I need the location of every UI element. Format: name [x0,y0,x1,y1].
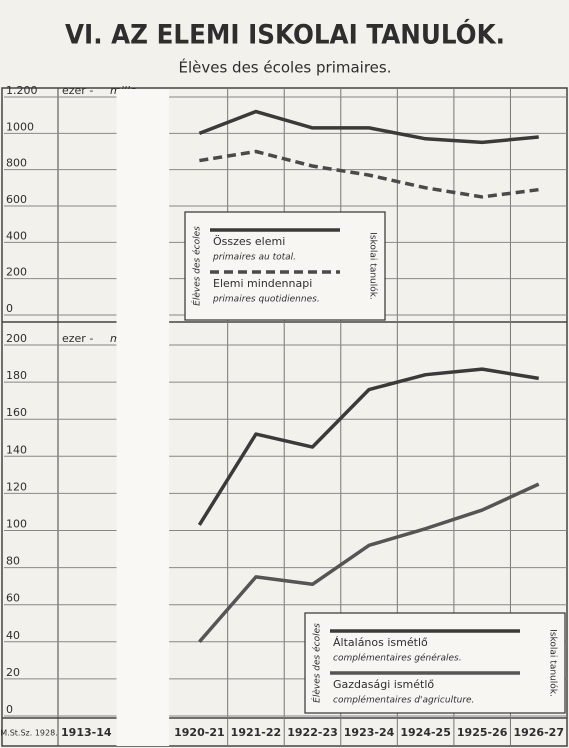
y-axis-label: ezer - [62,84,93,97]
series-line [198,482,540,643]
legend-side-label: Élèves des écoles [191,226,203,306]
x-tick-label: 1924-25 [400,726,451,739]
y-axis-label: ezer - [62,332,93,345]
x-tick-label: 1920-21 [174,726,225,739]
y-tick-label: 40 [6,629,20,642]
legend-label: Általános ismétlő [333,636,428,649]
legend-side-label: Iskolai tanulók. [548,629,559,697]
legend-label: Összes elemi [213,235,285,248]
series-line [198,109,539,145]
chart-subtitle: Élèves des écoles primaires. [178,58,391,77]
series-line [199,149,539,199]
x-tick-label: 1925-26 [457,726,508,739]
y-tick-label: 800 [6,157,27,170]
legend-label: Elemi mindennapi [213,277,312,290]
x-tick-label: 1926-27 [513,726,564,739]
legend-label-fr: complémentaires générales. [333,653,462,664]
x-tick-label: 1913-14 [61,726,112,739]
y-tick-label: 140 [6,443,27,456]
y-tick-label: 160 [6,406,27,419]
y-tick-label: 20 [6,666,20,679]
legend-side-label: Iskolai tanulók. [368,232,379,300]
chart-title: VI. AZ ELEMI ISKOLAI TANULÓK. [65,19,505,51]
y-tick-label: 80 [6,555,20,568]
y-tick-label: 120 [6,480,27,493]
y-tick-label: 200 [6,332,27,345]
y-tick-label: 180 [6,369,27,382]
source: M.St.Sz. 1928. [0,729,57,738]
x-tick-label: 1922-23 [287,726,338,739]
legend-label: Gazdasági ismétlő [333,678,434,691]
x-tick-label: 1923-24 [344,726,395,739]
y-tick-label: 400 [6,229,27,242]
legend-side-label: Élèves des écoles [311,623,323,703]
series-line [197,367,540,526]
legend-label-fr: primaires au total. [212,253,296,263]
legend-label-fr: complémentaires d'agriculture. [333,695,474,706]
legend-label-fr: primaires quotidiennes. [212,295,320,305]
y-tick-label: 200 [6,266,27,279]
y-tick-label: 60 [6,592,20,605]
x-tick-label: 1921-22 [231,726,282,739]
y-tick-label: 600 [6,193,27,206]
y-tick-label: 100 [6,518,27,531]
y-tick-label: 1.200 [6,84,38,97]
y-tick-label: 1000 [6,120,34,133]
y-tick-label: 0 [6,703,13,716]
y-tick-label: 0 [6,302,13,315]
blank-band [116,89,170,746]
